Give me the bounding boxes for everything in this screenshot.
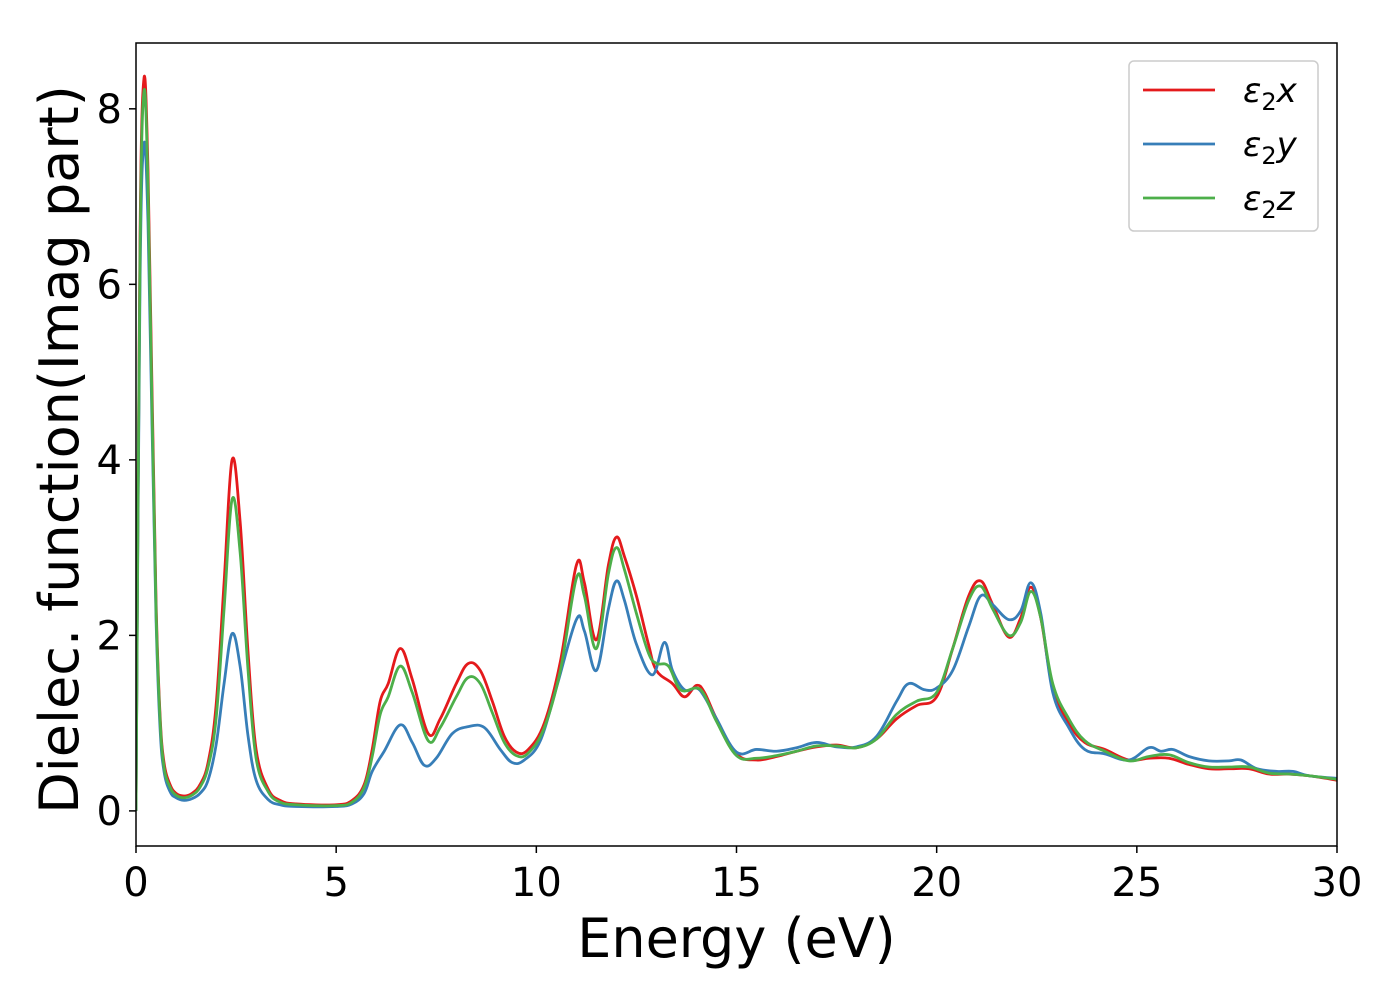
series-line-z: [136, 88, 1337, 811]
x-axis-label: Energy (eV): [577, 907, 896, 970]
x-tick-label: 15: [711, 860, 762, 906]
x-tick-label: 20: [911, 860, 962, 906]
y-axis-label: Dielec. function(Imag part): [28, 85, 91, 814]
x-tick-label: 10: [511, 860, 562, 906]
legend: ε2x ε2y ε2z: [1128, 60, 1319, 232]
legend-label-x: ε2x: [1243, 71, 1298, 116]
legend-label-y: ε2y: [1243, 125, 1298, 170]
y-tick-label: 0: [97, 789, 122, 835]
series-layer: [136, 74, 1337, 811]
x-tick-label: 5: [323, 860, 348, 906]
y-tick-label: 6: [97, 262, 122, 308]
x-axis: 0 5 10 15 20 25 30: [123, 846, 1362, 906]
legend-label-z: ε2z: [1243, 179, 1296, 224]
x-tick-label: 25: [1111, 860, 1162, 906]
x-tick-label: 0: [123, 860, 148, 906]
y-tick-label: 4: [97, 438, 122, 484]
series-line-y: [136, 140, 1337, 811]
legend-box: [1128, 60, 1319, 232]
y-tick-label: 8: [97, 87, 122, 133]
y-axis: 0 2 4 6 8: [97, 87, 136, 835]
x-tick-label: 30: [1312, 860, 1363, 906]
y-tick-label: 2: [97, 613, 122, 659]
